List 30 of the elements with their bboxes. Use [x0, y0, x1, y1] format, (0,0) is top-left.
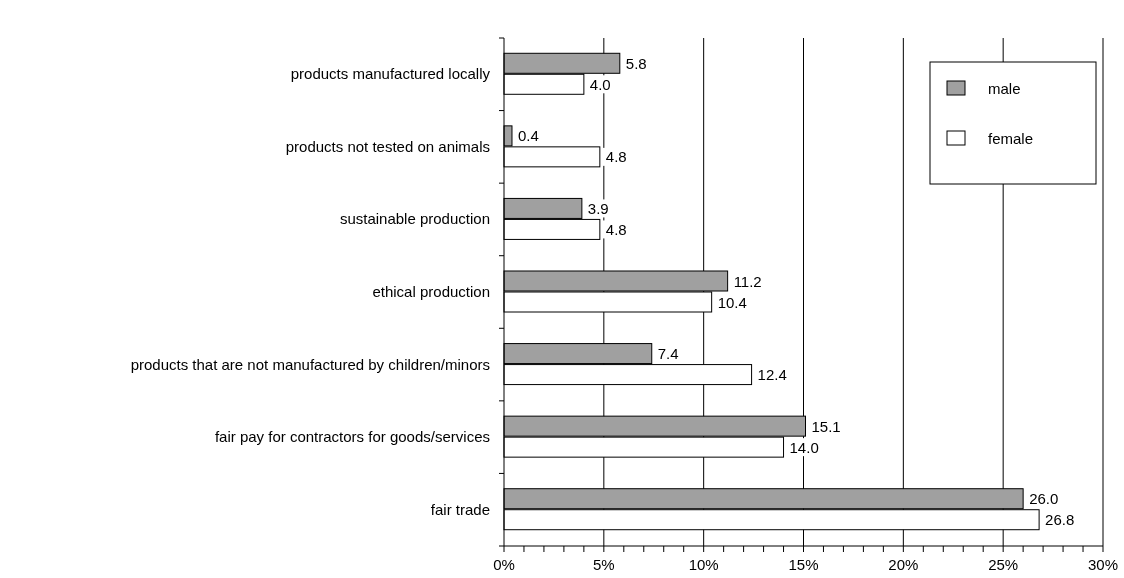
data-label: 26.8 — [1045, 511, 1075, 529]
legend-label: female — [988, 130, 1034, 147]
data-label: 4.8 — [605, 148, 627, 166]
data-label: 4.8 — [605, 220, 627, 238]
data-label: 26.0 — [1029, 490, 1059, 508]
data-label: 5.8 — [625, 54, 647, 72]
data-label: 12.4 — [757, 366, 787, 384]
x-tick-label: 20% — [888, 556, 919, 573]
x-tick-label: 15% — [788, 556, 819, 573]
legend-label: male — [988, 80, 1021, 97]
x-tick-label: 30% — [1087, 556, 1119, 573]
data-label: 0.4 — [517, 127, 539, 145]
x-tick-label: 0% — [493, 556, 515, 573]
y-tick-label: products that are not manufactured by children/minors — [130, 355, 490, 373]
y-tick-label: fair pay for contractors for goods/services — [214, 428, 490, 446]
data-label: 14.0 — [789, 438, 819, 456]
data-label: 7.4 — [657, 345, 679, 363]
y-tick-label: fair trade — [430, 500, 490, 518]
y-tick-label: ethical production — [372, 283, 490, 300]
data-label: 11.2 — [733, 272, 762, 290]
y-tick-label: sustainable production — [339, 210, 490, 228]
data-label: 15.1 — [811, 417, 841, 435]
x-tick-label: 10% — [688, 556, 719, 573]
x-tick-label: 5% — [592, 556, 615, 573]
y-tick-label: products manufactured locally — [290, 65, 491, 83]
x-tick-label: 25% — [988, 556, 1019, 573]
data-label: 3.9 — [587, 199, 609, 217]
data-label: 4.0 — [589, 75, 611, 93]
data-label: 10.4 — [717, 293, 747, 311]
y-tick-label: products not tested on animals — [285, 137, 490, 155]
